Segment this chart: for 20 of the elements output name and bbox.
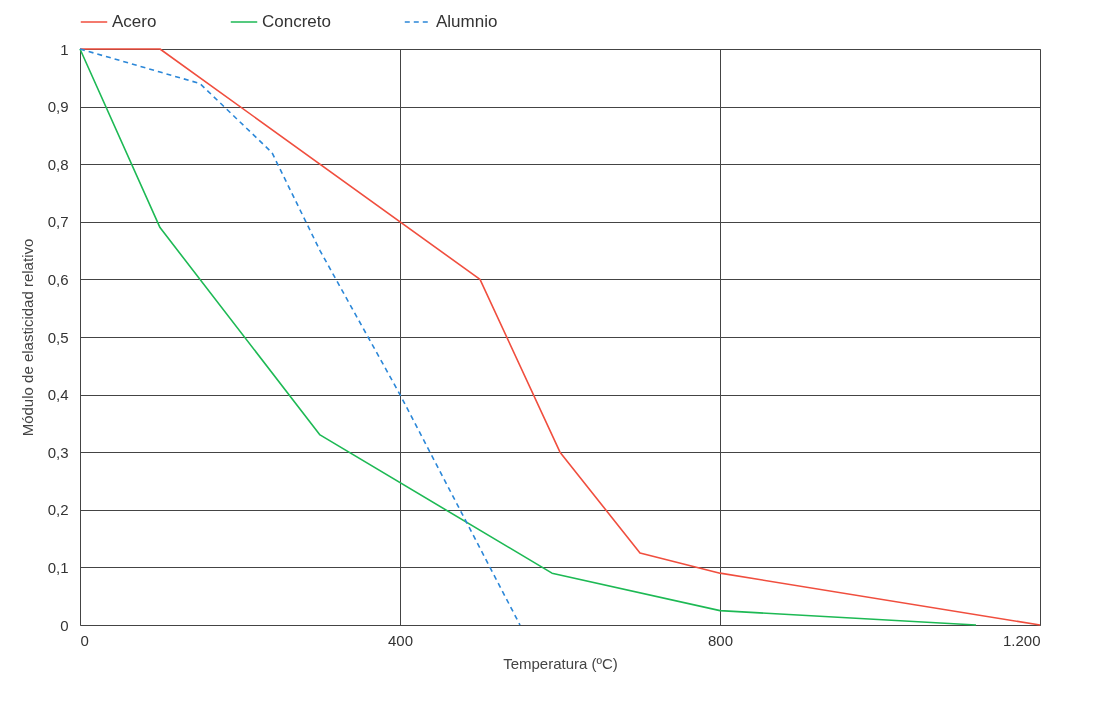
x-tick-label: 800 [707,631,734,649]
y-tick-label: 0,5 [47,328,69,346]
y-tick-label: 0,3 [47,443,69,461]
y-tick-label: 0,1 [47,558,69,576]
y-tick-label: 0,7 [47,213,69,231]
x-axis-title: Temperatura (ºC) [503,654,618,672]
legend-label: Alumnio [436,12,498,31]
y-tick-label: 1 [60,40,69,58]
legend-label: Concreto [262,12,331,31]
y-tick-label: 0,9 [47,98,69,116]
y-tick-label: 0,4 [47,386,69,404]
x-tick-label: 1.200 [1002,631,1041,649]
y-axis-title: Módulo de elasticidad relativo [18,238,36,437]
x-tick-label: 0 [80,631,89,649]
y-tick-label: 0,2 [47,501,69,519]
legend-label: Acero [112,12,157,31]
y-tick-label: 0,6 [47,270,69,288]
y-tick-label: 0 [60,616,69,634]
x-tick-label: 400 [387,631,414,649]
y-tick-label: 0,8 [47,155,69,173]
